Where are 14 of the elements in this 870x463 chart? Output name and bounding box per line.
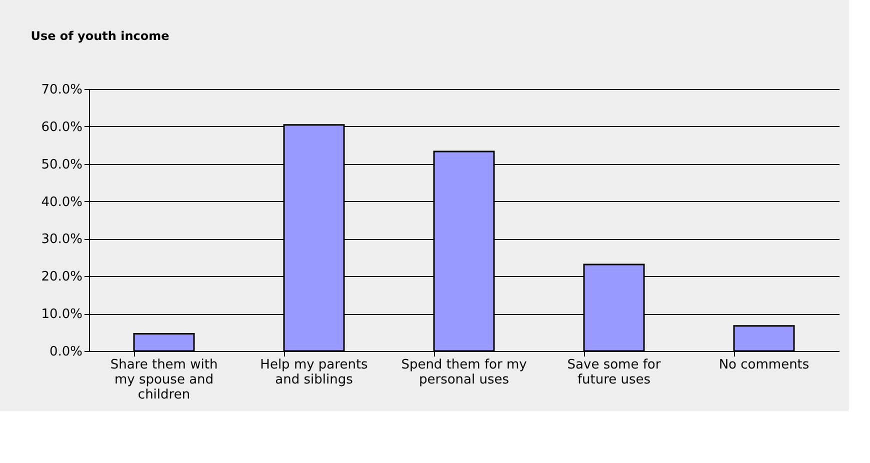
y-tick-label: 70.0% bbox=[41, 82, 82, 98]
y-tick-label: 10.0% bbox=[41, 307, 82, 322]
chart-title: Use of youth income bbox=[30, 29, 170, 43]
y-tick-label: 60.0% bbox=[41, 120, 82, 135]
x-tick-label: No comments bbox=[718, 358, 810, 372]
y-tick-label: 30.0% bbox=[41, 232, 82, 248]
x-tick-label: Share them with my spouse and children bbox=[110, 358, 218, 402]
x-tick-label: Save some for future uses bbox=[567, 358, 662, 388]
y-tick-label: 40.0% bbox=[41, 194, 82, 210]
x-tick-label: Spend them for my personal uses bbox=[401, 358, 528, 388]
y-tick-label: 50.0% bbox=[41, 157, 82, 172]
x-tick-label: Help my parents and siblings bbox=[260, 358, 368, 388]
y-tick-label: 0.0% bbox=[49, 344, 82, 360]
y-tick-label: 20.0% bbox=[41, 270, 82, 285]
